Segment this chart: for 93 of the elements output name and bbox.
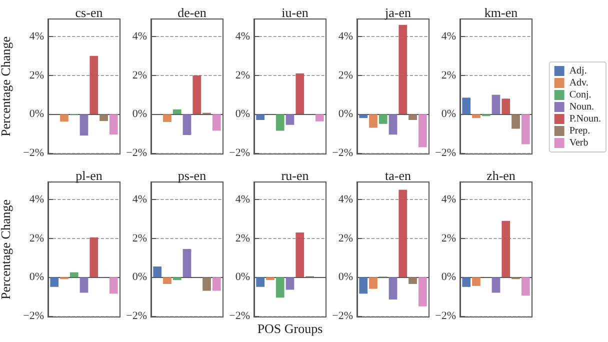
y-tick-label: 2% (132, 69, 147, 82)
bar (296, 232, 304, 278)
x-axis-title: POS Groups (257, 321, 323, 336)
bar (163, 277, 172, 284)
y-tick-label: 4% (29, 193, 44, 206)
chart-title: pl-en (76, 168, 103, 183)
bar (266, 277, 274, 280)
bar (502, 98, 510, 114)
chart-title: ps-en (178, 168, 207, 183)
chart-title: ta-en (385, 168, 412, 183)
chart-title: iu-en (282, 5, 309, 20)
y-tick-label: 2% (441, 69, 456, 82)
bar (492, 94, 500, 114)
y-tick-label: 2% (338, 232, 353, 244)
y-tick-label: 2% (29, 232, 44, 244)
legend-label: P.Noun. (569, 114, 602, 124)
y-tick-label: 0% (338, 108, 353, 120)
chart-title: ja-en (384, 5, 412, 20)
chart-title: ru-en (281, 168, 310, 183)
legend-label: Verb (569, 138, 588, 148)
bar (286, 277, 294, 290)
bar (212, 114, 221, 131)
y-tick-label: 4% (235, 193, 250, 206)
bar (163, 114, 172, 122)
y-tick-label: 0% (338, 271, 353, 284)
y-tick-label: −2% (126, 310, 147, 322)
legend-label: Adv. (569, 78, 588, 88)
bar (512, 114, 520, 129)
y-tick-label: 2% (441, 232, 456, 244)
y-tick-label: 0% (132, 108, 147, 120)
bar (521, 114, 530, 144)
y-tick-label: 0% (441, 271, 456, 284)
y-tick-label: 0% (235, 271, 250, 284)
bar (172, 277, 182, 280)
y-tick-label: −2% (435, 310, 456, 322)
bar (398, 190, 408, 278)
y-tick-label: 4% (441, 30, 456, 42)
y-tick-label: 4% (132, 193, 147, 206)
y-tick-label: 4% (338, 193, 353, 206)
bar (408, 277, 417, 284)
y-axis-title: Percentage Change (0, 199, 14, 300)
y-tick-label: 4% (132, 30, 147, 42)
y-tick-label: −2% (126, 147, 147, 160)
y-tick-label: 0% (29, 108, 44, 120)
bar (192, 75, 202, 114)
bar (388, 277, 398, 300)
y-axis-title: Percentage Change (0, 36, 14, 136)
bar (369, 277, 378, 289)
bar (80, 277, 88, 293)
legend-label: Conj. (569, 90, 592, 100)
y-tick-label: −2% (435, 147, 456, 160)
y-tick-label: 0% (132, 271, 147, 284)
y-tick-label: 0% (441, 108, 456, 120)
y-tick-label: 4% (441, 193, 456, 206)
bar (172, 109, 182, 114)
bar (256, 277, 265, 287)
y-tick-label: 2% (338, 69, 353, 82)
y-tick-label: 4% (235, 30, 250, 42)
chart-title: cs-en (75, 5, 104, 20)
bar (50, 277, 59, 287)
bar (182, 114, 192, 135)
y-tick-label: −2% (23, 310, 44, 322)
y-tick-label: 0% (29, 271, 44, 284)
bar (276, 277, 284, 298)
legend-label: Prep. (569, 126, 590, 136)
y-tick-label: −2% (23, 147, 44, 160)
y-tick-label: 4% (338, 30, 353, 42)
bar (212, 277, 221, 291)
bar (153, 266, 162, 278)
y-tick-label: 4% (29, 30, 44, 42)
bar (90, 237, 98, 278)
y-tick-label: 2% (29, 69, 44, 82)
y-tick-label: 2% (132, 232, 147, 244)
y-tick-label: 2% (235, 69, 250, 82)
bar (70, 272, 78, 278)
chart-title: km-en (484, 5, 518, 20)
y-tick-label: −2% (332, 147, 353, 160)
legend-label: Noun. (569, 102, 594, 112)
chart-title: de-en (178, 5, 207, 20)
bar (182, 249, 192, 278)
y-tick-label: −2% (229, 147, 250, 160)
bar (109, 277, 118, 294)
bar (202, 277, 211, 291)
bar (418, 277, 427, 306)
y-tick-label: −2% (332, 310, 353, 322)
bar (359, 277, 368, 294)
y-tick-label: −2% (229, 310, 250, 322)
y-tick-label: 0% (235, 108, 250, 120)
legend-label: Adj. (569, 66, 587, 76)
y-tick-label: 2% (235, 232, 250, 244)
bar (462, 98, 471, 114)
chart-title: zh-en (486, 168, 516, 183)
bar (472, 114, 480, 118)
